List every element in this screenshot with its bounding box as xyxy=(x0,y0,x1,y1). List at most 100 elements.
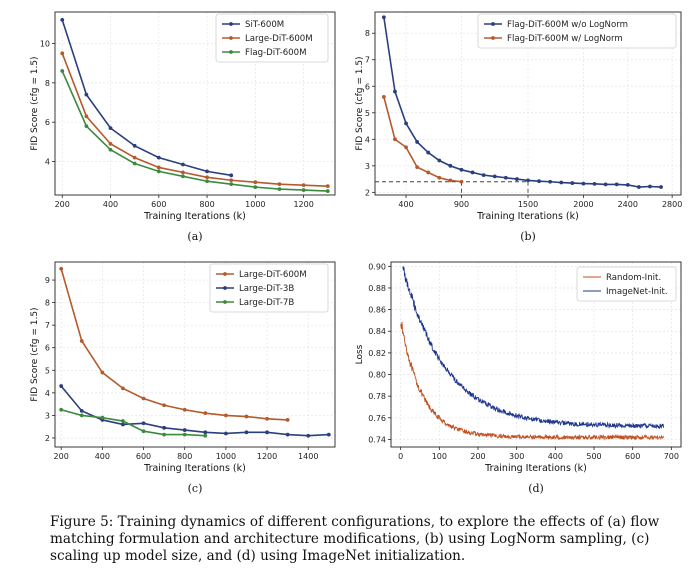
y-tick-label: 3 xyxy=(365,162,370,171)
data-point xyxy=(448,178,453,183)
chart-a: 200 400 600 800 1000 1200 4 6 8 10 Training Iterat… xyxy=(30,11,336,243)
plot-area xyxy=(59,266,331,438)
x-tick-label: 600 xyxy=(136,452,151,461)
panel-label: (b) xyxy=(520,230,536,243)
data-point xyxy=(229,173,234,178)
x-tick-label: 600 xyxy=(625,452,640,461)
data-point xyxy=(100,370,105,375)
data-point xyxy=(459,179,464,184)
x-axis-label: Training Iterations (k) xyxy=(484,463,587,474)
y-tick-label: 4 xyxy=(365,135,370,144)
y-tick-label: 7 xyxy=(45,321,50,330)
data-point xyxy=(156,165,161,170)
data-point xyxy=(393,137,397,142)
data-point xyxy=(59,266,64,271)
data-point xyxy=(60,69,65,73)
x-tick-label: 900 xyxy=(454,200,469,209)
data-point xyxy=(182,407,187,412)
plot-frame xyxy=(54,261,336,448)
data-point xyxy=(141,396,146,401)
plot-area xyxy=(60,17,330,193)
x-tick-label: 200 xyxy=(54,452,69,461)
legend-marker xyxy=(491,22,495,26)
data-point xyxy=(285,418,290,422)
x-axis-label: Training Iterations (k) xyxy=(476,211,579,222)
legend-label: SiT-600M xyxy=(245,20,284,30)
data-point xyxy=(162,403,167,408)
data-point xyxy=(59,384,64,388)
data-point xyxy=(265,430,269,435)
data-point xyxy=(325,184,330,189)
x-tick-label: 1200 xyxy=(257,452,277,461)
series-line-large-dit-3b xyxy=(60,385,329,437)
panel-label: (a) xyxy=(187,230,202,243)
data-point xyxy=(229,182,234,187)
data-point xyxy=(244,430,249,435)
y-tick-label: 3 xyxy=(45,411,50,420)
data-point xyxy=(253,180,258,185)
data-point xyxy=(181,162,185,167)
data-point xyxy=(404,121,408,126)
data-point xyxy=(625,183,630,187)
data-point xyxy=(265,416,269,421)
x-tick-label: 200 xyxy=(470,452,485,461)
series-line-imagenet-init- xyxy=(402,265,665,430)
legend: Flag-DiT-600M w/o LogNorm Flag-DiT-600M w… xyxy=(477,13,677,49)
x-tick-label: 400 xyxy=(95,452,110,461)
legend-label: Random-Init. xyxy=(606,273,661,283)
y-tick-label: 5 xyxy=(45,366,50,375)
data-point xyxy=(244,414,249,419)
data-point xyxy=(648,184,652,189)
data-point xyxy=(603,182,608,187)
x-tick-label: 1500 xyxy=(518,200,538,209)
data-point xyxy=(59,407,64,412)
data-point xyxy=(132,143,137,148)
data-point xyxy=(503,175,508,180)
data-point xyxy=(156,155,161,160)
legend-label: Flag-DiT-600M w/o LogNorm xyxy=(507,20,628,30)
x-tick-label: 2000 xyxy=(573,200,593,209)
x-tick-label: 1000 xyxy=(245,200,265,209)
x-tick-label: 2400 xyxy=(618,200,638,209)
data-point xyxy=(181,170,185,175)
series-line-random-init- xyxy=(400,321,665,441)
data-point xyxy=(84,92,89,97)
data-point xyxy=(306,433,311,438)
figure-caption: Figure 5: Training dynamics of different… xyxy=(50,514,660,564)
y-tick-label: 2 xyxy=(365,188,370,197)
legend-label: Flag-DiT-600M w/ LogNorm xyxy=(507,34,623,44)
y-tick-label: 6 xyxy=(45,344,50,353)
series-line-flag-dit-600m xyxy=(61,70,328,192)
y-tick-label: 6 xyxy=(45,118,50,127)
x-tick-label: 600 xyxy=(151,200,166,209)
x-tick-label: 800 xyxy=(177,452,192,461)
y-tick-label: 0.76 xyxy=(368,414,386,423)
data-point xyxy=(548,179,553,184)
data-point xyxy=(301,183,306,188)
data-point xyxy=(492,174,497,179)
y-tick-label: 4 xyxy=(45,389,50,398)
legend-label: Large-DiT-7B xyxy=(239,298,294,308)
data-point xyxy=(481,173,486,178)
data-point xyxy=(381,94,386,99)
data-point xyxy=(277,187,282,191)
legend-marker xyxy=(491,36,495,40)
data-point xyxy=(108,126,113,130)
data-point xyxy=(100,415,105,420)
y-tick-label: 0.88 xyxy=(368,284,386,293)
y-tick-label: 7 xyxy=(365,56,370,65)
y-tick-label: 0.78 xyxy=(368,392,386,401)
chart-c: 200 400 600 800 1000 1200 1400 2 3 4 5 6 7 8 9 Training… xyxy=(30,261,336,495)
legend-label: Large-DiT-600M xyxy=(245,34,313,44)
data-point xyxy=(60,17,65,22)
y-tick-label: 8 xyxy=(45,79,50,88)
data-point xyxy=(277,182,282,187)
x-tick-label: 100 xyxy=(432,452,447,461)
data-point xyxy=(437,158,442,163)
legend: Random-Init. ImageNet-Init. xyxy=(576,266,677,302)
legend-box xyxy=(209,263,329,313)
data-point xyxy=(79,413,84,418)
legend-label: Flag-DiT-600M xyxy=(245,48,307,58)
series-line-large-dit-600m xyxy=(61,53,328,187)
